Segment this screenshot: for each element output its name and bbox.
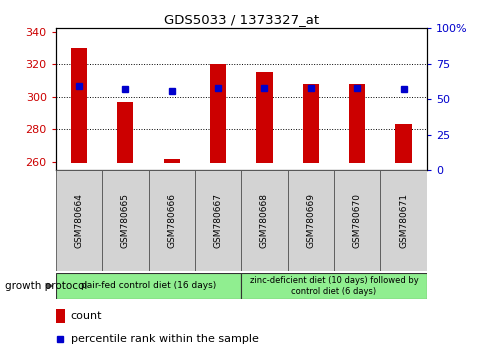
Text: GSM780671: GSM780671 xyxy=(398,193,407,248)
Bar xyxy=(241,170,287,271)
Text: GSM780667: GSM780667 xyxy=(213,193,222,248)
Text: GSM780670: GSM780670 xyxy=(352,193,361,248)
Bar xyxy=(102,170,148,271)
Bar xyxy=(195,170,241,271)
Bar xyxy=(302,84,318,164)
Bar xyxy=(256,72,272,164)
Title: GDS5033 / 1373327_at: GDS5033 / 1373327_at xyxy=(164,13,318,26)
Bar xyxy=(56,170,102,271)
Text: pair-fed control diet (16 days): pair-fed control diet (16 days) xyxy=(81,281,216,290)
Text: GSM780664: GSM780664 xyxy=(75,193,83,248)
Text: count: count xyxy=(71,311,102,321)
Text: zinc-deficient diet (10 days) followed by
control diet (6 days): zinc-deficient diet (10 days) followed b… xyxy=(249,276,418,296)
Text: GSM780669: GSM780669 xyxy=(306,193,315,248)
Bar xyxy=(379,170,426,271)
Bar xyxy=(117,102,133,164)
Bar xyxy=(241,273,426,299)
Text: GSM780665: GSM780665 xyxy=(121,193,130,248)
Bar xyxy=(148,170,195,271)
Bar xyxy=(333,170,379,271)
Bar xyxy=(287,170,333,271)
Text: growth protocol: growth protocol xyxy=(5,281,87,291)
Text: GSM780668: GSM780668 xyxy=(259,193,269,248)
Bar xyxy=(163,159,180,164)
Bar xyxy=(71,48,87,164)
Bar xyxy=(348,84,364,164)
Bar xyxy=(56,309,65,323)
Bar xyxy=(210,64,226,164)
Bar xyxy=(56,273,241,299)
Text: percentile rank within the sample: percentile rank within the sample xyxy=(71,334,258,344)
Text: GSM780666: GSM780666 xyxy=(167,193,176,248)
Bar xyxy=(394,124,411,164)
